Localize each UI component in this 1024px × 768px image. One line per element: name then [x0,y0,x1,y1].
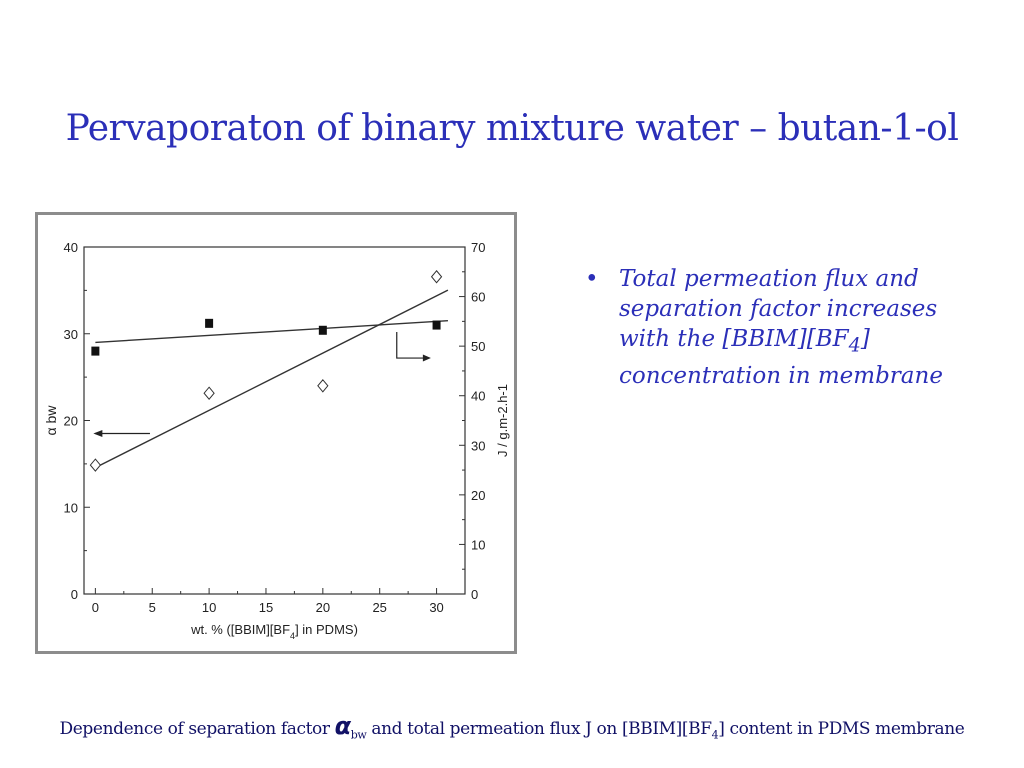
caption-alpha-sub: bw [350,728,367,742]
bullet-marker: • [585,266,599,292]
x-tick-label: 15 [259,600,273,615]
y-right-tick-label: 60 [471,290,485,305]
y-right-axis-label: J / g.m-2.h-1 [495,384,510,457]
x-tick-label: 20 [316,600,330,615]
caption-part3: ] content in PDMS membrane [718,719,965,739]
bullet-item: • Total permeation flux and separation f… [585,264,965,391]
right-axis-arrow-shaft [396,332,425,359]
y-right-tick-label: 20 [471,488,485,503]
x-tick-label: 0 [92,600,99,615]
data-point-diamond [430,269,443,284]
x-axis-label-part2: ] in PDMS) [295,622,358,637]
y-left-tick-label: 20 [64,414,78,429]
y-left-axis-label: α bw [43,405,59,436]
slide-title: Pervaporaton of binary mixture water – b… [65,108,959,149]
data-point-square [205,318,214,328]
x-tick-label: 25 [372,600,386,615]
y-right-tick-label: 30 [471,438,485,453]
data-point-diamond [89,458,102,472]
fit-line-series-2 [95,289,449,469]
x-tick-label: 30 [429,600,443,615]
plot-frame [83,246,466,595]
caption-part2: and total permeation flux J on [BBIM][BF [366,719,712,739]
data-point-square [91,346,100,356]
bullet-list: • Total permeation flux and separation f… [585,264,965,391]
y-right-tick-label: 70 [471,240,485,255]
y-right-tick-label: 40 [471,389,485,404]
right-axis-arrow-head [422,354,431,362]
fit-line-series-1 [95,320,448,344]
chart-figure: 0 5 10 15 20 25 30 0 10 20 30 40 0 10 20 30 40 50 60 70 wt. … [35,212,517,654]
figure-caption: Dependence of separation factor αbw and … [0,712,1024,741]
bullet-text-before: Total permeation flux and separation fac… [619,266,938,352]
y-right-tick-label: 10 [471,537,485,552]
data-point-diamond [203,386,215,401]
y-right-tick-label: 0 [471,587,478,602]
left-axis-arrow-head [93,430,103,438]
bullet-text-after: ] concentration in membrane [619,326,943,389]
x-tick-label: 5 [149,600,156,615]
bullet-subscript: 4 [848,333,861,357]
chart-svg: 0 5 10 15 20 25 30 0 10 20 30 40 0 10 20 30 40 50 60 70 wt. … [43,240,510,641]
data-point-square [318,325,327,335]
y-left-tick-label: 40 [64,240,78,255]
y-right-tick-label: 50 [471,339,485,354]
caption-sub4: 4 [711,728,719,742]
y-left-tick-label: 30 [64,327,78,342]
x-axis-label: wt. % ([BBIM][BF4] in PDMS) [190,622,358,641]
x-axis-label-part1: wt. % ([BBIM][BF [190,622,290,637]
x-axis-label-sub: 4 [290,631,295,641]
caption-alpha: α [334,712,351,740]
data-point-square [432,320,441,330]
y-left-tick-label: 0 [71,587,78,602]
x-tick-label: 10 [202,600,216,615]
caption-part1: Dependence of separation factor [59,719,335,739]
y-left-tick-label: 10 [64,500,78,515]
data-point-diamond [317,379,329,393]
